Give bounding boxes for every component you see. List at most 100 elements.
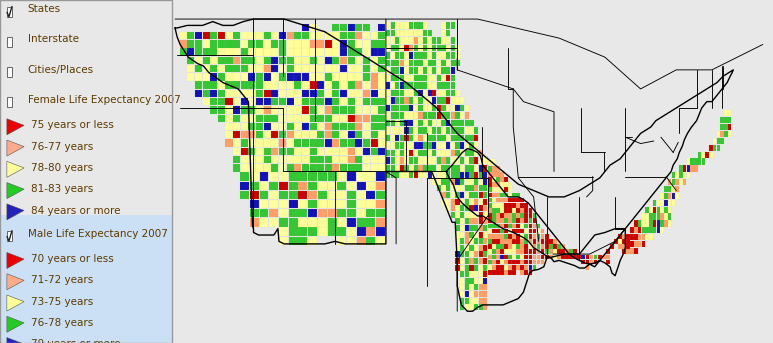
Bar	[469, 120, 474, 127]
Polygon shape	[7, 316, 24, 332]
Bar	[226, 65, 233, 72]
Bar	[441, 105, 446, 111]
Bar	[370, 106, 378, 114]
Bar	[622, 249, 626, 254]
Bar	[376, 191, 385, 199]
Bar	[441, 82, 446, 89]
Bar	[536, 249, 540, 254]
Bar	[418, 112, 423, 119]
Text: Cities/Places: Cities/Places	[28, 64, 94, 75]
Bar	[533, 213, 536, 218]
Bar	[536, 260, 540, 264]
Bar	[478, 245, 483, 251]
Bar	[478, 205, 483, 211]
Bar	[676, 172, 679, 178]
Bar	[240, 98, 248, 105]
Bar	[337, 237, 346, 245]
Bar	[317, 123, 324, 130]
Bar	[271, 65, 278, 72]
Bar	[340, 65, 347, 72]
Bar	[451, 185, 455, 191]
Bar	[288, 181, 298, 190]
Bar	[492, 177, 495, 182]
Bar	[287, 73, 294, 81]
Bar	[240, 48, 248, 56]
Bar	[309, 156, 317, 163]
Bar	[356, 106, 363, 114]
Bar	[660, 220, 664, 226]
Bar	[594, 255, 598, 259]
Bar	[309, 73, 317, 81]
Bar	[483, 245, 488, 251]
Bar	[414, 165, 418, 172]
Bar	[451, 142, 455, 149]
Bar	[390, 22, 395, 29]
Bar	[340, 106, 347, 114]
Bar	[348, 73, 355, 81]
Text: 81-83 years: 81-83 years	[31, 184, 94, 194]
Bar	[465, 157, 469, 164]
Bar	[488, 193, 492, 197]
Bar	[370, 98, 378, 105]
Bar	[504, 265, 508, 270]
Bar	[541, 260, 544, 264]
Bar	[455, 127, 460, 134]
Bar	[508, 260, 512, 264]
Bar	[460, 127, 465, 134]
Bar	[264, 65, 271, 72]
Bar	[256, 82, 263, 89]
Bar	[465, 245, 469, 251]
Bar	[279, 123, 286, 130]
Bar	[512, 203, 516, 208]
Bar	[423, 112, 427, 119]
Bar	[404, 45, 409, 51]
Bar	[325, 164, 332, 172]
Bar	[664, 186, 668, 192]
Bar	[390, 135, 395, 141]
Bar	[427, 45, 432, 51]
Bar	[520, 208, 524, 213]
Bar	[203, 48, 209, 56]
Bar	[203, 98, 209, 105]
Bar	[370, 164, 378, 172]
Bar	[455, 150, 460, 156]
Bar	[694, 158, 698, 165]
Bar	[536, 244, 540, 249]
Bar	[318, 209, 327, 217]
Bar	[395, 37, 400, 44]
Bar	[218, 65, 225, 72]
Bar	[478, 284, 483, 291]
Bar	[492, 265, 495, 270]
Bar	[478, 291, 483, 297]
Bar	[446, 205, 451, 211]
Bar	[524, 208, 528, 213]
Bar	[332, 123, 339, 130]
Bar	[451, 135, 455, 141]
Bar	[409, 75, 414, 81]
Bar	[469, 258, 474, 264]
Bar	[418, 37, 423, 44]
Bar	[492, 193, 495, 197]
Bar	[356, 123, 363, 130]
Bar	[533, 260, 536, 264]
Bar	[455, 90, 460, 96]
Bar	[287, 32, 294, 39]
Bar	[664, 200, 668, 206]
Bar	[363, 40, 370, 48]
Bar	[474, 192, 478, 198]
Bar	[451, 212, 455, 218]
Bar	[441, 29, 446, 36]
Bar	[492, 159, 495, 165]
Bar	[432, 45, 437, 51]
Bar	[432, 105, 437, 111]
Bar	[465, 265, 469, 271]
Bar	[483, 232, 488, 238]
Bar	[404, 150, 409, 156]
Bar	[483, 192, 488, 198]
Bar	[508, 203, 512, 208]
Bar	[318, 173, 327, 181]
Bar	[386, 29, 390, 36]
Bar	[418, 90, 423, 96]
Bar	[478, 271, 483, 277]
Bar	[302, 40, 309, 48]
